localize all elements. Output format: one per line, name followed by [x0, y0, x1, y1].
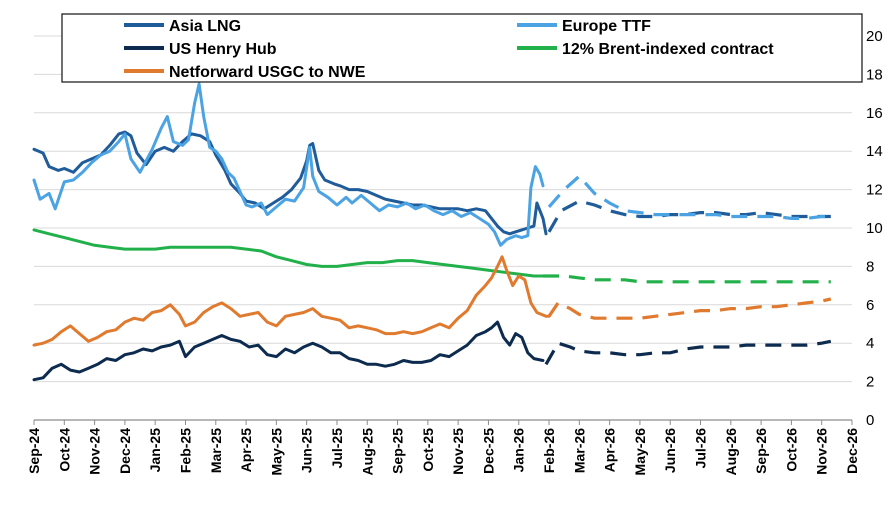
x-tick-label: Mar-26: [571, 428, 587, 473]
legend-label: Europe TTF: [562, 18, 651, 35]
legend-label: Netforward USGC to NWE: [169, 64, 366, 81]
series-lines: [32, 82, 832, 382]
legend: Asia LNG Europe TTF US Henry Hub 12% Brent-…: [61, 13, 863, 83]
x-tick-label: Nov-24: [87, 428, 103, 475]
y-tick-label: 6: [866, 297, 874, 314]
y-tick-label: 14: [866, 143, 883, 160]
x-tick-label: May-25: [268, 428, 284, 476]
legend-label: US Henry Hub: [169, 41, 277, 58]
x-tick-label: Feb-26: [541, 428, 557, 473]
x-tick-label: Sep-25: [390, 428, 406, 474]
series-line-actual: [32, 320, 545, 382]
x-tick-label: Jul-25: [329, 428, 345, 469]
x-tick-label: May-26: [632, 428, 648, 476]
series-line-forecast: [547, 173, 831, 220]
legend-label: 12% Brent-indexed contract: [562, 41, 774, 58]
x-tick-label: Jul-26: [693, 428, 709, 469]
y-axis-ticks: 0 2 4 6 8 10 12 14 16 18 20: [866, 28, 883, 429]
series-line-actual: [32, 255, 551, 347]
x-axis: Sep-24 Oct-24 Nov-24 Dec-24 Jan-25 Feb-25 Mar-…: [26, 419, 860, 476]
y-tick-label: 12: [866, 182, 883, 199]
x-tick-label: Nov-25: [450, 428, 466, 475]
x-tick-label: Sep-26: [753, 428, 769, 474]
series-line-actual: [32, 228, 545, 278]
y-tick-label: 10: [866, 220, 883, 237]
y-tick-label: 20: [866, 28, 883, 45]
x-tick-label: Aug-26: [723, 428, 739, 476]
series-line-forecast: [544, 339, 832, 366]
series-line-actual: [32, 82, 545, 247]
y-tick-label: 4: [866, 335, 874, 352]
series-line-forecast: [547, 297, 832, 320]
y-tick-label: 16: [866, 105, 883, 122]
legend-label: Asia LNG: [169, 18, 241, 35]
y-tick-label: 2: [866, 374, 874, 391]
legend-box: [61, 13, 863, 83]
y-tick-label: 8: [866, 258, 874, 275]
x-tick-label: Dec-26: [844, 428, 860, 474]
x-tick-label: Feb-25: [177, 428, 193, 473]
y-tick-label: 0: [866, 412, 874, 429]
x-tick-label: Nov-26: [814, 428, 830, 475]
x-tick-label: Apr-26: [602, 428, 618, 473]
x-tick-label: Oct-26: [783, 428, 799, 472]
x-tick-label: Jan-25: [147, 428, 163, 473]
x-tick-label: Jun-25: [299, 428, 315, 473]
x-tick-label: Mar-25: [208, 428, 224, 473]
x-tick-label: Oct-24: [56, 428, 72, 472]
x-tick-label: Jan-26: [511, 428, 527, 473]
x-tick-label: Sep-24: [26, 428, 42, 474]
y-tick-label: 18: [866, 66, 883, 83]
series-line-forecast: [543, 274, 831, 284]
x-tick-label: Apr-25: [238, 428, 254, 473]
x-tick-label: Dec-25: [480, 428, 496, 474]
series-line-actual: [32, 130, 548, 236]
x-tick-label: Oct-25: [420, 428, 436, 472]
x-tick-label: Dec-24: [117, 428, 133, 474]
x-tick-label: Aug-25: [359, 428, 375, 476]
x-tick-label: Jun-26: [662, 428, 678, 473]
